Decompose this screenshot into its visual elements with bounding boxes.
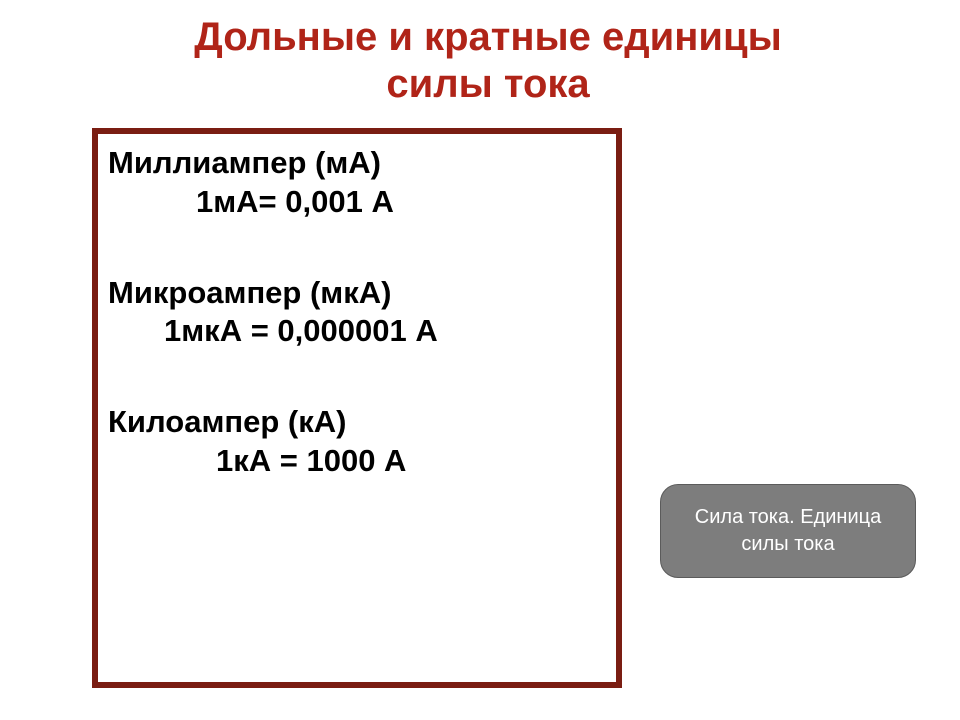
unit-block-kiloampere: Килоампер (кА) 1кА = 1000 А bbox=[106, 403, 608, 481]
title-line-2: силы тока bbox=[386, 62, 589, 106]
badge-line-1: Сила тока. Единица bbox=[695, 504, 881, 531]
title-line-1: Дольные и кратные единицы bbox=[194, 15, 782, 59]
unit-block-microampere: Микроампер (мкА) 1мкА = 0,000001 А bbox=[106, 274, 608, 352]
unit-name: Килоампер (кА) bbox=[106, 403, 608, 442]
topic-badge: Сила тока. Единица силы тока bbox=[660, 484, 916, 578]
unit-equation: 1мкА = 0,000001 А bbox=[106, 312, 608, 351]
unit-name: Микроампер (мкА) bbox=[106, 274, 608, 313]
slide-title: Дольные и кратные единицы силы тока bbox=[78, 14, 898, 108]
unit-equation: 1кА = 1000 А bbox=[106, 442, 608, 481]
units-box: Миллиампер (мА) 1мА= 0,001 А Микроампер … bbox=[92, 128, 622, 688]
unit-equation: 1мА= 0,001 А bbox=[106, 183, 608, 222]
unit-name: Миллиампер (мА) bbox=[106, 144, 608, 183]
spacer bbox=[106, 226, 608, 274]
badge-line-2: силы тока bbox=[741, 531, 834, 558]
unit-block-milliampere: Миллиампер (мА) 1мА= 0,001 А bbox=[106, 144, 608, 222]
spacer bbox=[106, 355, 608, 403]
